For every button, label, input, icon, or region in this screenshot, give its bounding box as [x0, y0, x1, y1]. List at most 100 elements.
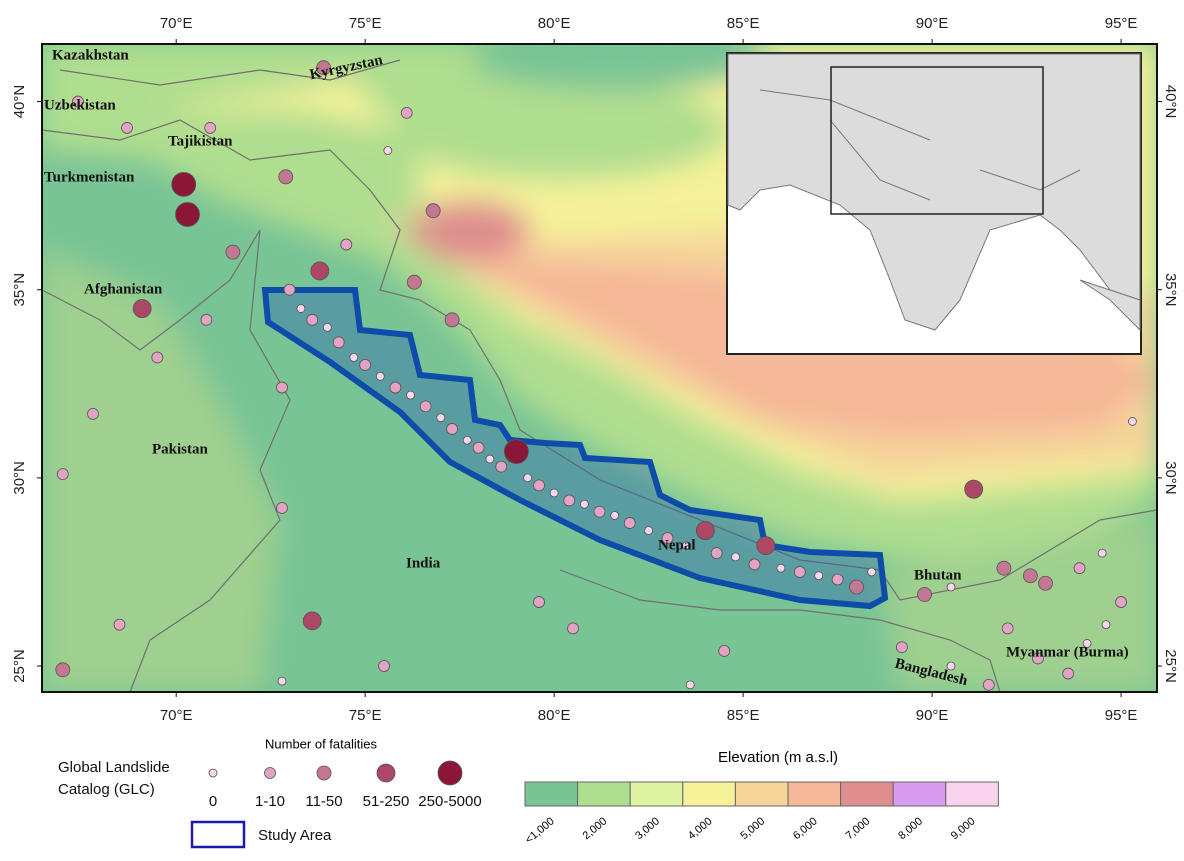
landslide-point	[378, 660, 390, 672]
country-label: Afghanistan	[84, 281, 163, 297]
map-frame	[41, 43, 1158, 693]
landslide-point	[831, 573, 844, 586]
landslide-point	[610, 511, 620, 520]
y-tick-label: 40°N	[11, 85, 28, 119]
landslide-point	[225, 244, 241, 260]
landslide-point	[171, 171, 197, 197]
x-tick-label: 70°E	[160, 707, 193, 724]
landslide-point	[340, 238, 353, 251]
landslide-point	[302, 611, 322, 631]
landslide-point	[444, 312, 460, 328]
landslide-point	[1115, 596, 1127, 608]
landslide-point	[472, 441, 485, 454]
y-tick-label: 40°N	[1162, 85, 1179, 119]
landslide-point	[982, 678, 995, 691]
legend-label: 250-5000	[418, 793, 481, 810]
landslide-point	[503, 439, 529, 464]
landslide-point	[56, 468, 69, 481]
landslide-point	[685, 680, 695, 690]
landslide-point	[406, 390, 415, 400]
landslide-point	[278, 169, 294, 185]
landslide-point	[895, 641, 908, 654]
landslide-point	[756, 536, 776, 556]
country-label: Myanmar (Burma)	[1006, 644, 1129, 660]
y-tick-label: 30°N	[1162, 461, 1179, 495]
country-label: Kazakhstan	[52, 47, 129, 63]
y-tick-label: 25°N	[11, 649, 28, 683]
landslide-point	[306, 313, 319, 326]
elevation-label: 6,000	[791, 815, 820, 842]
landslide-point	[567, 622, 579, 635]
landslide-point	[425, 203, 441, 219]
landslide-point	[1128, 417, 1137, 426]
legend-title: Number of fatalities	[265, 736, 377, 751]
landslide-point	[436, 413, 446, 423]
legend-symbol	[208, 768, 218, 778]
country-label: Turkmenistan	[44, 169, 135, 185]
landslide-point	[682, 541, 691, 551]
x-tick-label: 85°E	[727, 707, 760, 724]
legend-symbol	[264, 767, 276, 779]
elevation-swatch	[734, 781, 789, 807]
landslide-point	[523, 473, 533, 483]
landslide-point	[1073, 562, 1086, 575]
landslide-point	[296, 304, 306, 313]
x-tick-label: 95°E	[1105, 15, 1138, 32]
country-label: India	[406, 555, 441, 571]
study-area	[261, 287, 889, 610]
elevation-label: 8,000	[896, 815, 925, 842]
landslide-point	[277, 676, 287, 686]
landslide-point	[87, 408, 99, 420]
y-tick-label: 25°N	[1162, 649, 1179, 683]
landslide-point	[549, 488, 559, 498]
elevation-swatch	[840, 781, 894, 807]
landslide-point	[1032, 652, 1044, 665]
landslide-point	[593, 505, 606, 518]
landslide-point	[400, 106, 413, 119]
landslide-point	[132, 299, 152, 318]
landslide-point	[695, 521, 715, 540]
landslide-point	[383, 146, 393, 155]
landslide-point	[72, 95, 84, 108]
inset-map	[726, 52, 1142, 355]
y-tick-label: 35°N	[11, 273, 28, 307]
landslide-point	[644, 526, 654, 535]
landslide-point	[867, 567, 877, 577]
landslide-point	[349, 353, 359, 362]
elevation-swatch	[892, 781, 947, 807]
country-label: Nepal	[658, 537, 696, 553]
elevation-label: 2,000	[581, 815, 610, 842]
legend-label: Study Area	[258, 827, 332, 844]
landslide-point	[332, 336, 345, 349]
landslide-point	[121, 122, 133, 134]
landslide-point	[776, 563, 786, 573]
elevation-label: 7,000	[844, 815, 873, 842]
elevation-swatch	[787, 781, 842, 807]
landslide-point	[814, 571, 824, 581]
landslide-point	[1101, 620, 1111, 630]
landslide-point	[276, 502, 288, 514]
landslide-point	[151, 351, 164, 364]
landslide-point	[996, 560, 1012, 576]
landslide-point	[563, 494, 576, 507]
landslide-point	[946, 661, 956, 671]
landslide-point	[359, 359, 372, 371]
landslide-point	[322, 322, 332, 332]
landslide-point	[710, 547, 723, 560]
landslide-point	[55, 662, 71, 678]
landslide-point	[1038, 575, 1053, 591]
landslide-point	[316, 60, 331, 76]
country-label: Pakistan	[152, 441, 209, 457]
landslide-point	[946, 582, 956, 592]
landslide-point	[1062, 667, 1075, 680]
landslide-point	[283, 283, 296, 296]
x-tick-label: 95°E	[1105, 707, 1138, 724]
study-area-swatch	[190, 820, 246, 849]
landslide-point	[204, 122, 217, 134]
y-tick-label: 30°N	[11, 461, 28, 495]
legend-label: 51-250	[363, 793, 410, 810]
elevation-swatch	[945, 781, 999, 807]
legend: Global Landslide Catalog (GLC) Number of…	[58, 736, 999, 849]
x-tick-label: 70°E	[160, 15, 193, 32]
